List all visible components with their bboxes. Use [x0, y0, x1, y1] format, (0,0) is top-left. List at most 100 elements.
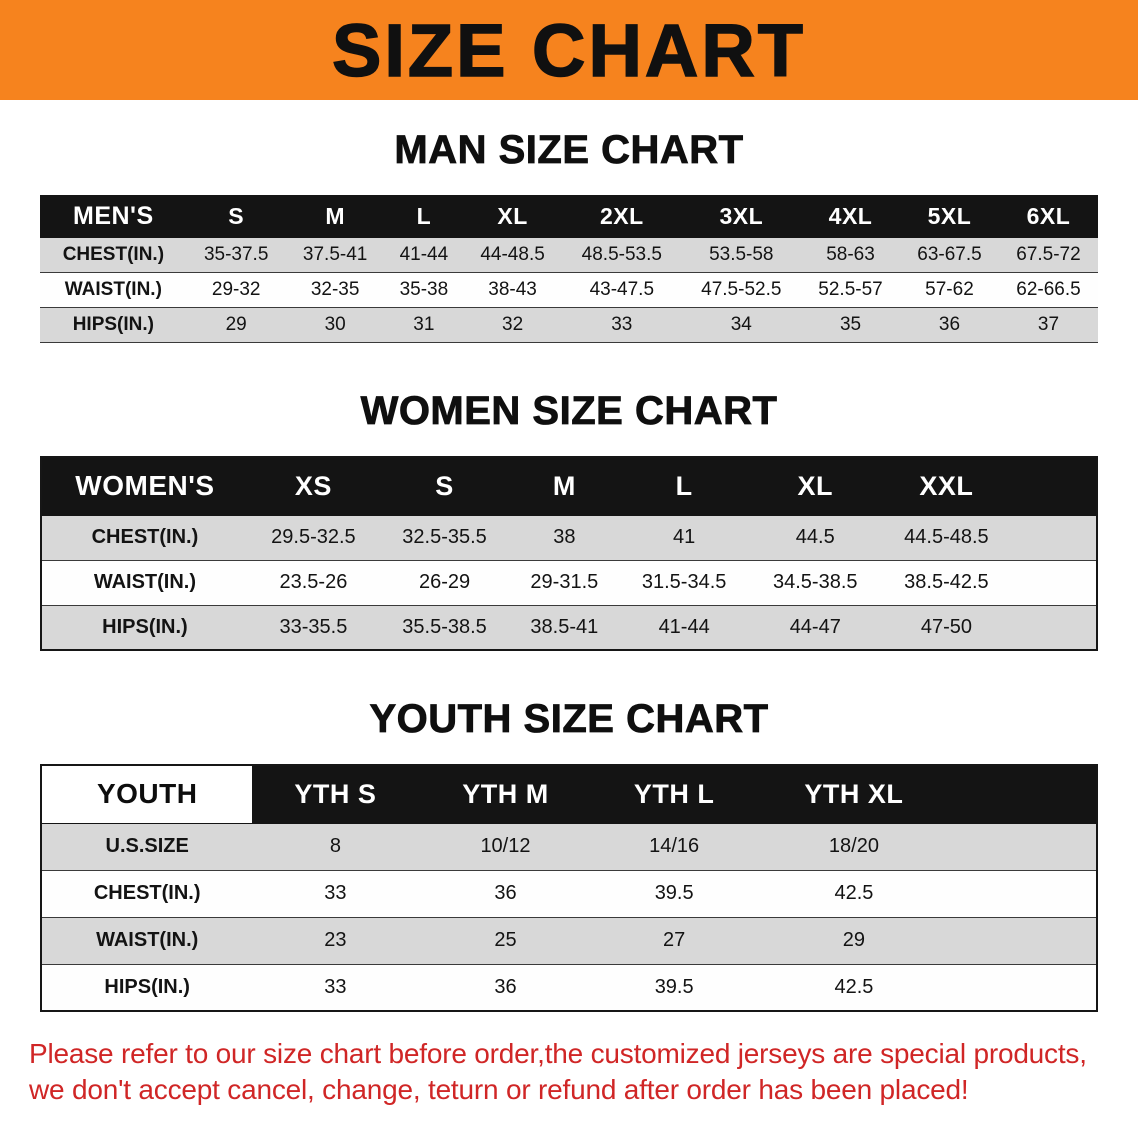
size-value-cell: 47.5-52.5: [681, 272, 802, 308]
spacer-cell: [952, 963, 1097, 1012]
corner-header: YOUTH: [41, 764, 253, 824]
size-column-header: S: [186, 195, 286, 238]
size-value-cell: 52.5-57: [801, 272, 900, 308]
size-column-header: L: [618, 456, 750, 516]
men-table-wrap: MEN'S S M L XL 2XL 3XL 4XL 5XL 6XL CHEST(IN.) 35-37…: [40, 195, 1098, 343]
size-value-cell: 33: [252, 869, 419, 918]
size-value-cell: 34: [681, 307, 802, 343]
table-row: U.S.SIZE 8 10/12 14/16 18/20: [41, 822, 1097, 871]
disclaimer-line-2: we don't accept cancel, change, teturn o…: [29, 1073, 969, 1105]
size-value-cell: 67.5-72: [998, 237, 1098, 273]
size-value-cell: 44-48.5: [463, 237, 563, 273]
size-column-header: XL: [463, 195, 563, 238]
size-value-cell: 29: [186, 307, 286, 343]
size-value-cell: 33: [252, 963, 419, 1012]
table-row: HIPS(IN.) 29 30 31 32 33 34 35 36 37: [40, 307, 1098, 343]
size-column-header: 2XL: [562, 195, 682, 238]
table-row: CHEST(IN.) 33 36 39.5 42.5: [41, 869, 1097, 918]
table-row: CHEST(IN.) 29.5-32.5 32.5-35.5 38 41 44.5 44.5…: [41, 514, 1097, 561]
size-column-header: L: [384, 195, 464, 238]
size-column-header: 4XL: [801, 195, 900, 238]
row-label: WAIST(IN.): [41, 559, 248, 606]
size-value-cell: 38-43: [463, 272, 563, 308]
size-value-cell: 35.5-38.5: [378, 604, 511, 651]
size-value-cell: 31: [384, 307, 464, 343]
size-column-header: YTH M: [418, 764, 593, 824]
size-value-cell: 34.5-38.5: [749, 559, 881, 606]
size-column-header: YTH L: [592, 764, 756, 824]
size-value-cell: 36: [900, 307, 999, 343]
spacer-cell: [1012, 514, 1097, 561]
page-title: SIZE CHART: [331, 8, 806, 93]
size-value-cell: 42.5: [755, 963, 952, 1012]
size-value-cell: 37.5-41: [285, 237, 385, 273]
size-value-cell: 29-32: [186, 272, 286, 308]
size-column-header: YTH XL: [755, 764, 952, 824]
size-value-cell: 38.5-41: [510, 604, 619, 651]
size-column-header: S: [378, 456, 511, 516]
size-column-header: 6XL: [998, 195, 1098, 238]
size-value-cell: 18/20: [755, 822, 952, 871]
size-value-cell: 41-44: [384, 237, 464, 273]
size-value-cell: 39.5: [592, 963, 756, 1012]
size-value-cell: 44.5: [749, 514, 881, 561]
size-column-header: 3XL: [681, 195, 802, 238]
disclaimer: Please refer to our size chart before or…: [29, 1036, 1109, 1108]
size-value-cell: 29.5-32.5: [247, 514, 379, 561]
corner-header: MEN'S: [40, 195, 187, 238]
women-size-table: WOMEN'S XS S M L XL XXL CHEST(IN.) 29.5-32.5 32.5…: [40, 456, 1098, 651]
size-value-cell: 32-35: [285, 272, 385, 308]
size-value-cell: 42.5: [755, 869, 952, 918]
size-value-cell: 35-37.5: [186, 237, 286, 273]
spacer-cell: [1012, 559, 1097, 606]
size-value-cell: 43-47.5: [562, 272, 682, 308]
row-label: HIPS(IN.): [41, 963, 253, 1012]
row-label: CHEST(IN.): [41, 869, 253, 918]
size-column-header: M: [285, 195, 385, 238]
row-label: CHEST(IN.): [41, 514, 248, 561]
header-row: MEN'S S M L XL 2XL 3XL 4XL 5XL 6XL: [40, 195, 1098, 238]
size-value-cell: 33-35.5: [247, 604, 379, 651]
size-value-cell: 27: [592, 916, 756, 965]
size-value-cell: 37: [998, 307, 1098, 343]
size-value-cell: 30: [285, 307, 385, 343]
size-column-header: 5XL: [900, 195, 999, 238]
header-row: WOMEN'S XS S M L XL XXL: [41, 456, 1097, 516]
spacer-cell: [952, 869, 1097, 918]
size-value-cell: 36: [418, 869, 593, 918]
table-row: WAIST(IN.) 23 25 27 29: [41, 916, 1097, 965]
size-column-header: YTH S: [252, 764, 419, 824]
size-value-cell: 8: [252, 822, 419, 871]
size-value-cell: 25: [418, 916, 593, 965]
size-column-header: XS: [247, 456, 379, 516]
men-section-heading: MAN SIZE CHART: [394, 128, 744, 173]
size-value-cell: 63-67.5: [900, 237, 999, 273]
size-value-cell: 44-47: [749, 604, 881, 651]
table-row: HIPS(IN.) 33 36 39.5 42.5: [41, 963, 1097, 1012]
disclaimer-line-1: Please refer to our size chart before or…: [29, 1038, 1087, 1069]
youth-section-heading: YOUTH SIZE CHART: [369, 697, 769, 742]
row-label: WAIST(IN.): [41, 916, 253, 965]
spacer-cell: [1012, 604, 1097, 651]
row-label: CHEST(IN.): [40, 237, 187, 273]
men-size-table: MEN'S S M L XL 2XL 3XL 4XL 5XL 6XL CHEST(IN.) 35-37…: [40, 195, 1098, 343]
row-label: HIPS(IN.): [40, 307, 187, 343]
spacer-cell: [952, 822, 1097, 871]
row-label: HIPS(IN.): [41, 604, 248, 651]
women-section-heading: WOMEN SIZE CHART: [360, 389, 778, 434]
spacer-cell: [952, 916, 1097, 965]
size-value-cell: 29: [755, 916, 952, 965]
spacer-cell: [952, 764, 1097, 824]
size-value-cell: 38.5-42.5: [880, 559, 1012, 606]
size-value-cell: 41-44: [618, 604, 750, 651]
header-row: YOUTH YTH S YTH M YTH L YTH XL: [41, 764, 1097, 824]
row-label: U.S.SIZE: [41, 822, 253, 871]
size-value-cell: 29-31.5: [510, 559, 619, 606]
corner-header: WOMEN'S: [41, 456, 248, 516]
size-value-cell: 35: [801, 307, 900, 343]
size-value-cell: 58-63: [801, 237, 900, 273]
size-value-cell: 14/16: [592, 822, 756, 871]
row-label: WAIST(IN.): [40, 272, 187, 308]
size-column-header: XXL: [880, 456, 1012, 516]
